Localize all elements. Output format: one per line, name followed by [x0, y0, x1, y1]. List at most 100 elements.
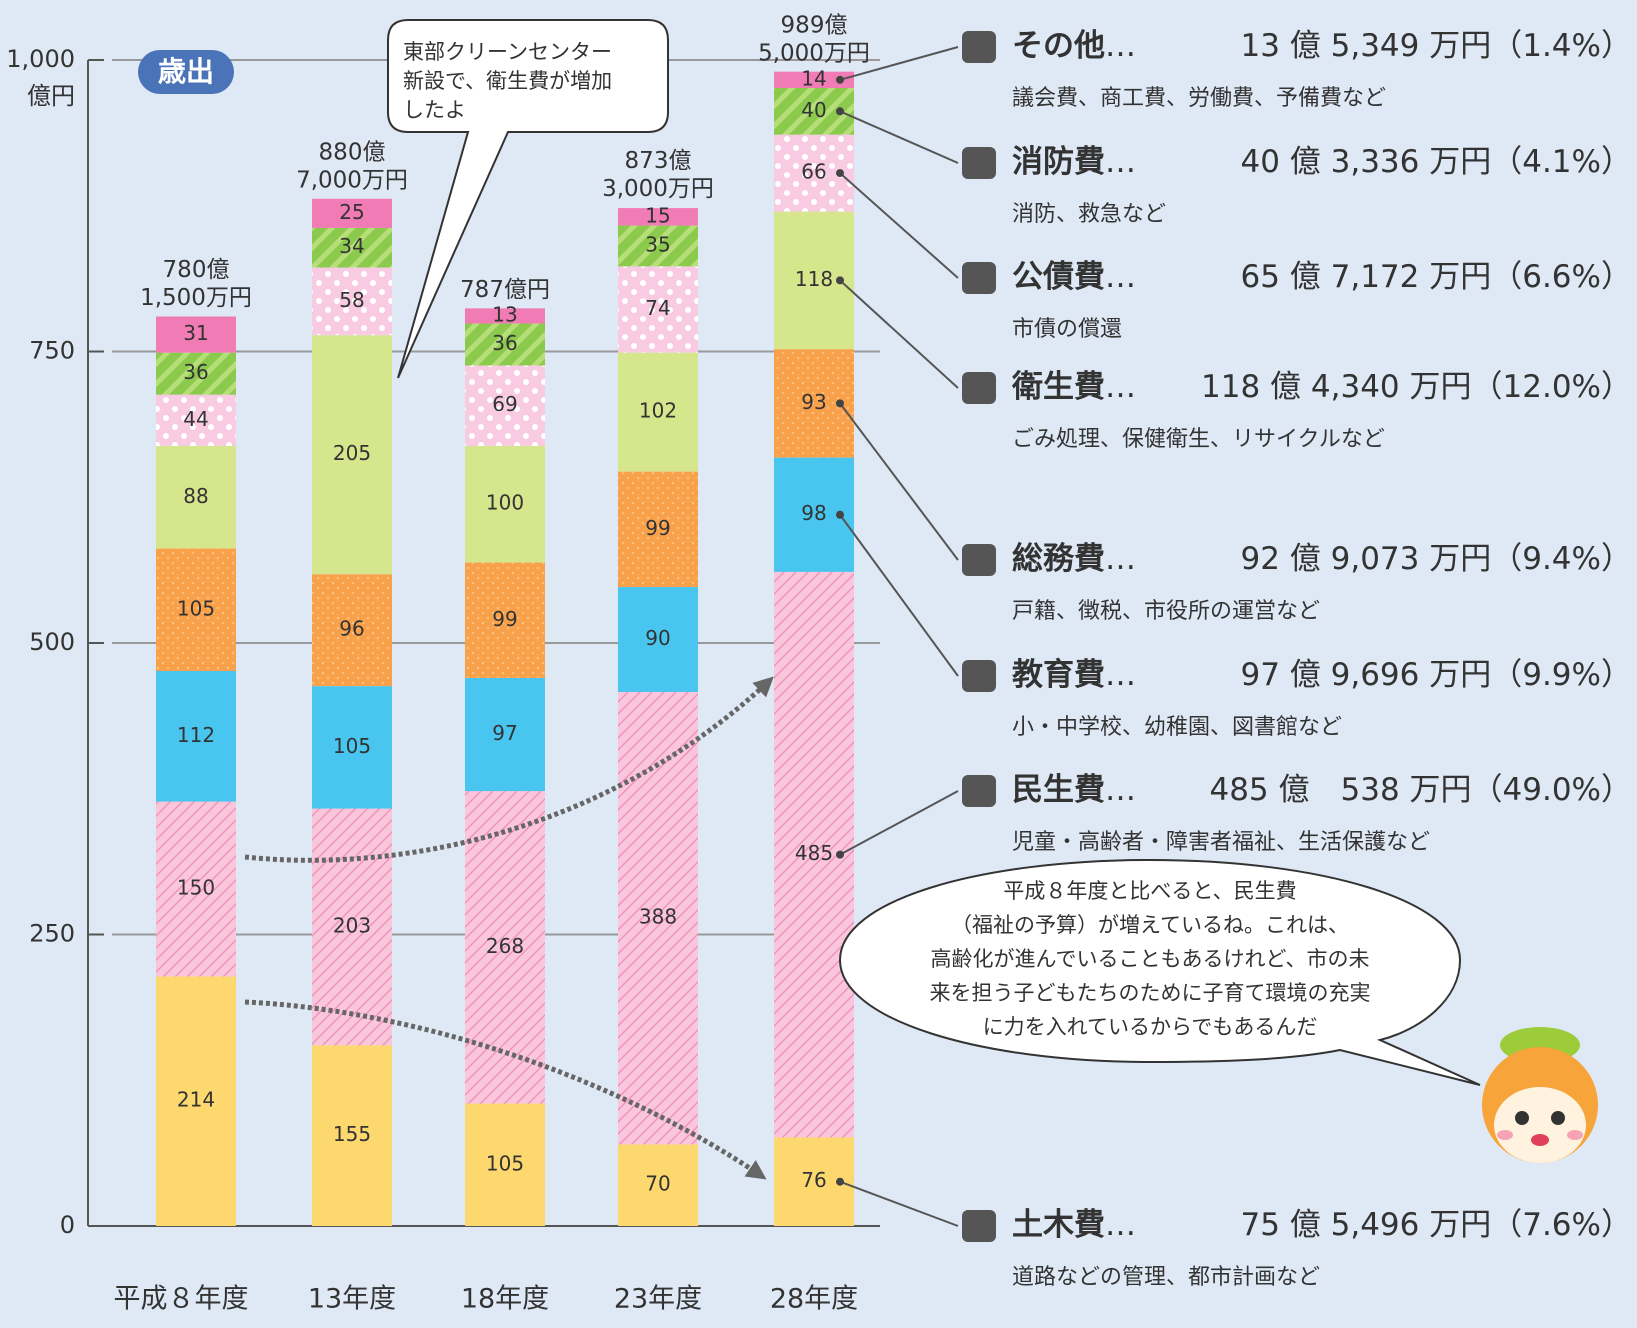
legend-note: 道路などの管理、都市計画など: [1012, 1265, 1320, 1290]
legend-separator: …: [1105, 657, 1136, 693]
amount: 97 億 9,696 万円: [1240, 657, 1491, 693]
amount: 485 億 538 万円: [1209, 772, 1471, 808]
bubble-text: したよ: [403, 98, 466, 122]
bubble-text: 平成８年度と比べると、民生費: [1003, 879, 1296, 903]
legend-separator: …: [1105, 1207, 1136, 1243]
segment-label: 44: [183, 407, 208, 431]
segment-label: 105: [333, 734, 371, 758]
segment-label: 15: [645, 203, 670, 227]
share: （6.6%）: [1491, 259, 1632, 295]
x-tick-label: 28年度: [770, 1284, 858, 1315]
bubble-text: 高齢化が進んでいることもあるけれど、市の未: [931, 947, 1370, 971]
segment-label: 34: [339, 234, 364, 258]
segment-label: 214: [177, 1088, 215, 1112]
legend-amount: 40 億 3,336 万円（4.1%）: [1240, 144, 1632, 180]
segment-label: 66: [801, 160, 826, 184]
legend-amount: 65 億 7,172 万円（6.6%）: [1240, 259, 1632, 295]
legend-note: 小・中学校、幼稚園、図書館など: [1012, 715, 1342, 740]
legend-note: ごみ処理、保健衛生、リサイクルなど: [1012, 427, 1385, 452]
segment-label: 155: [333, 1122, 371, 1146]
legend-note: 議会費、商工費、労働費、予備費など: [1012, 86, 1386, 111]
segment-label: 100: [486, 491, 524, 515]
y-tick-label: 500: [29, 628, 75, 656]
legend-label: その他: [1012, 28, 1105, 64]
total-label: 1,500万円: [140, 285, 252, 311]
legend-separator: …: [1105, 259, 1136, 295]
x-tick-label: 平成８年度: [114, 1284, 249, 1315]
segment-label: 118: [795, 267, 833, 291]
segment-label: 98: [801, 501, 826, 525]
segment-label: 35: [645, 232, 670, 256]
segment-label: 58: [339, 288, 364, 312]
bubble-text: 東部クリーンセンター: [403, 40, 612, 64]
bubble-text: 新設で、衛生費が増加: [403, 69, 612, 93]
total-label: 880億: [319, 140, 386, 166]
total-label: 780億: [163, 257, 230, 283]
segment-label: 40: [801, 98, 826, 122]
share: （7.6%）: [1491, 1207, 1632, 1243]
legend-icon: [962, 31, 996, 63]
y-tick-label: 0: [60, 1211, 75, 1239]
legend-icon: [962, 147, 996, 179]
bubble-text: に力を入れているからでもあるんだ: [983, 1015, 1318, 1039]
y-tick-label: 750: [29, 337, 75, 365]
y-unit: 億円: [27, 82, 75, 110]
legend-amount: 13 億 5,349 万円（1.4%）: [1240, 28, 1632, 64]
legend-icon: [962, 775, 996, 807]
legend-name: 衛生費…: [1011, 369, 1136, 405]
legend-label: 民生費: [1012, 772, 1105, 808]
amount: 40 億 3,336 万円: [1240, 144, 1491, 180]
leader-dot: [836, 169, 844, 177]
legend-separator: …: [1105, 144, 1136, 180]
legend-name: その他…: [1012, 28, 1136, 64]
legend-label: 公債費: [1012, 259, 1105, 295]
legend-name: 総務費…: [1012, 541, 1136, 577]
legend-label: 土木費: [1012, 1207, 1105, 1243]
chart: 02505007501,000 平成８年度2141501121058844363…: [0, 0, 1637, 1328]
legend-icon: [962, 544, 996, 576]
segment-label: 102: [639, 399, 677, 423]
total-label: 873億: [625, 148, 692, 174]
total-label: 3,000万円: [602, 176, 714, 202]
segment-label: 13: [492, 302, 517, 326]
y-tick-label: 250: [29, 920, 75, 948]
legend-note: 市債の償還: [1012, 317, 1122, 342]
legend-note: 児童・高齢者・障害者福祉、生活保護など: [1012, 830, 1430, 855]
leader-dot: [836, 1178, 844, 1186]
segment-label: 36: [492, 331, 517, 355]
total-label: 7,000万円: [296, 168, 408, 194]
segment-label: 96: [339, 617, 364, 641]
leader-dot: [836, 399, 844, 407]
legend-amount: 118 億 4,340 万円（12.0%）: [1201, 369, 1632, 405]
total-label: 5,000万円: [758, 41, 870, 67]
legend-amount: 75 億 5,496 万円（7.6%）: [1240, 1207, 1632, 1243]
amount: 65 億 7,172 万円: [1240, 259, 1491, 295]
segment-label: 36: [183, 360, 208, 384]
segment-label: 485: [795, 841, 833, 865]
x-tick-label: 23年度: [614, 1284, 702, 1315]
share: （49.0%）: [1472, 772, 1632, 808]
segment-label: 99: [645, 516, 670, 540]
share: （1.4%）: [1491, 28, 1632, 64]
legend-name: 民生費…: [1012, 772, 1136, 808]
legend-separator: …: [1105, 772, 1136, 808]
legend-note: 消防、救急など: [1012, 202, 1166, 227]
segment-label: 388: [639, 905, 677, 929]
segment-label: 105: [177, 596, 215, 620]
legend-icon: [962, 1210, 996, 1242]
legend-icon: [962, 372, 996, 404]
segment-label: 69: [492, 392, 517, 416]
segment-label: 99: [492, 607, 517, 631]
legend-separator: …: [1105, 28, 1136, 64]
leader-dot: [836, 851, 844, 859]
segment-label: 97: [492, 721, 517, 745]
x-tick-label: 13年度: [308, 1284, 396, 1315]
segment-label: 31: [183, 321, 208, 345]
share: （9.9%）: [1491, 657, 1632, 693]
legend-amount: 97 億 9,696 万円（9.9%）: [1240, 657, 1632, 693]
total-label: 989億: [781, 13, 848, 39]
bubble-text: 来を担う子どもたちのために子育て環境の充実: [930, 981, 1371, 1005]
total-label: 787億円: [460, 277, 550, 303]
amount: 92 億 9,073 万円: [1240, 541, 1491, 577]
segment-label: 70: [645, 1172, 670, 1196]
